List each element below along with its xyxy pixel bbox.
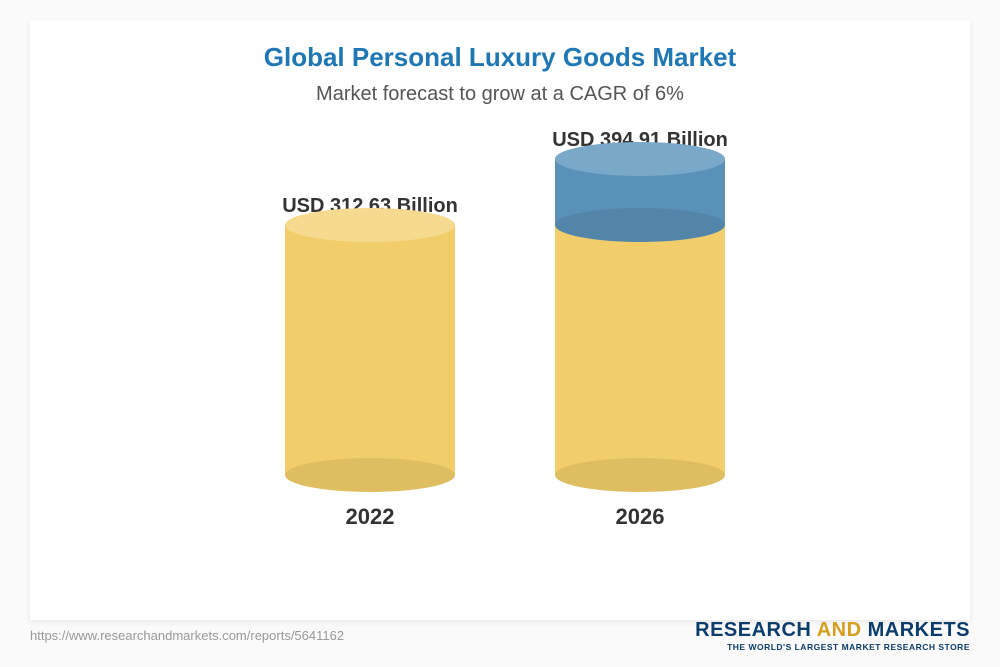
brand-tagline: THE WORLD'S LARGEST MARKET RESEARCH STOR… <box>695 642 970 652</box>
cylinder-segment <box>285 225 455 475</box>
cylinder <box>285 225 455 475</box>
chart-area: USD 312.63 Billion2022 USD 394.91 Billion… <box>30 120 970 560</box>
cylinder-bar: USD 394.91 Billion2026 <box>540 120 740 560</box>
logo-word-3: MARKETS <box>868 619 970 641</box>
footer: https://www.researchandmarkets.com/repor… <box>30 615 970 655</box>
cylinder-base-ellipse <box>555 208 725 242</box>
source-url: https://www.researchandmarkets.com/repor… <box>30 628 344 643</box>
bar-year-label: 2022 <box>270 504 470 530</box>
logo-word-2: AND <box>817 619 862 641</box>
brand-logo: RESEARCH AND MARKETS THE WORLD'S LARGEST… <box>695 619 970 652</box>
cylinder-base-ellipse <box>285 458 455 492</box>
cylinder <box>555 159 725 475</box>
logo-word-1: RESEARCH <box>695 619 811 641</box>
chart-title: Global Personal Luxury Goods Market <box>30 20 970 73</box>
cylinder-base-ellipse <box>555 458 725 492</box>
bar-year-label: 2026 <box>540 504 740 530</box>
cylinder-bar: USD 312.63 Billion2022 <box>270 120 470 560</box>
cylinder-top-ellipse <box>285 208 455 242</box>
chart-card: Global Personal Luxury Goods Market Mark… <box>30 20 970 620</box>
cylinder-segment <box>555 225 725 475</box>
brand-logo-main: RESEARCH AND MARKETS <box>695 619 970 642</box>
chart-subtitle: Market forecast to grow at a CAGR of 6% <box>30 73 970 106</box>
cylinder-top-ellipse <box>555 142 725 176</box>
